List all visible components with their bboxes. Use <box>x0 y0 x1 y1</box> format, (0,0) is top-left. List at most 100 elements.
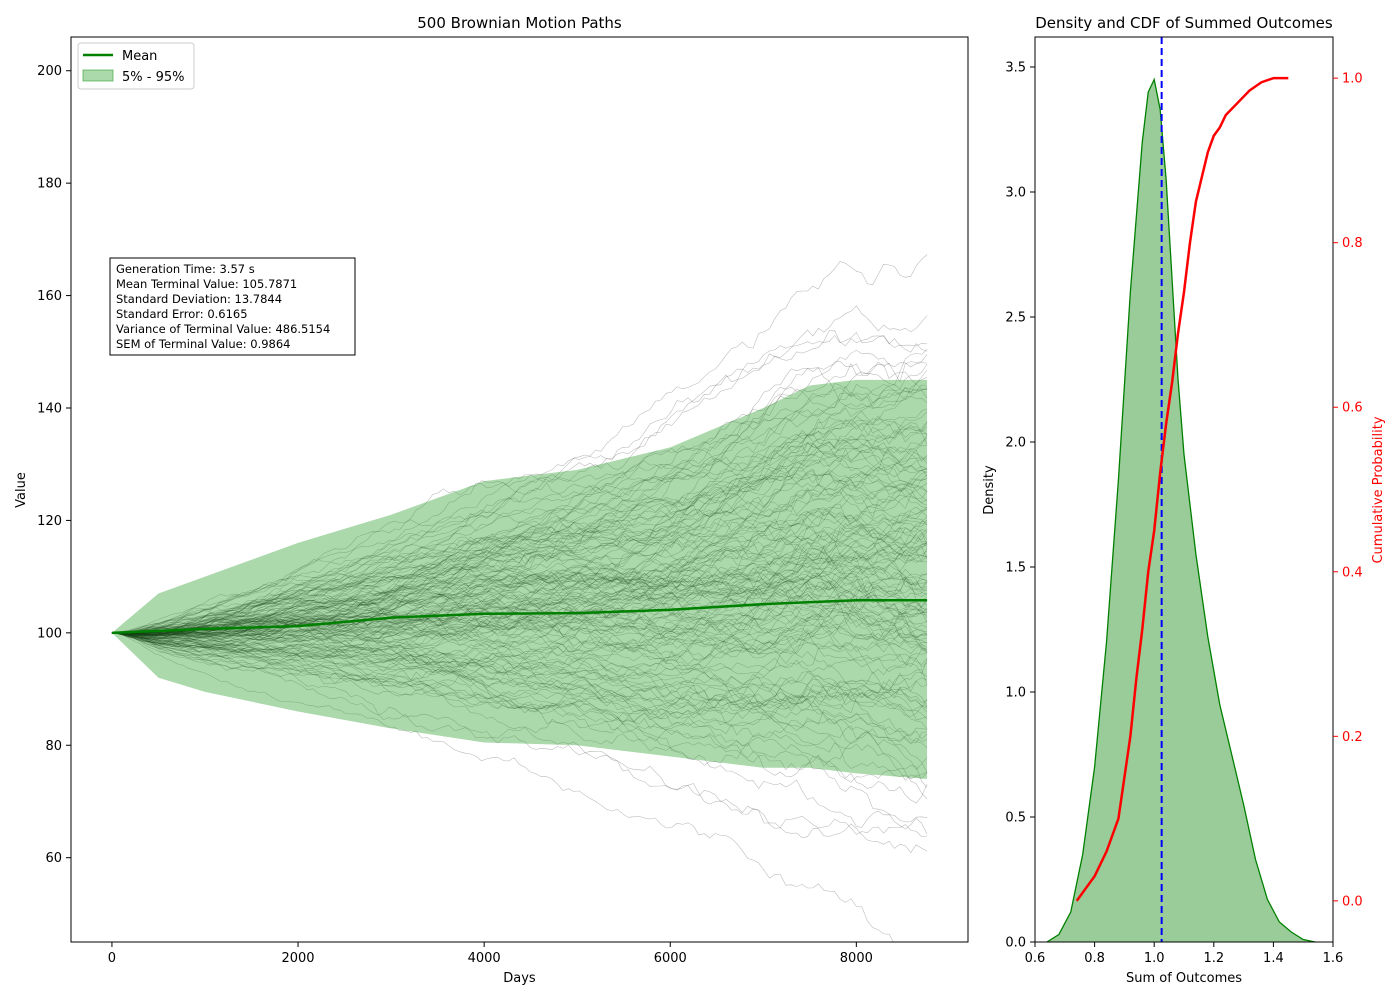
brownian-path <box>111 447 928 636</box>
brownian-path <box>111 590 928 673</box>
brownian-path <box>111 505 928 639</box>
brownian-path <box>111 462 928 634</box>
brownian-path <box>111 384 928 634</box>
brownian-path <box>111 354 928 634</box>
y-axis-label-left: Value <box>14 472 29 508</box>
brownian-path <box>111 490 928 639</box>
brownian-path <box>111 603 928 645</box>
brownian-path <box>111 591 928 659</box>
brownian-path <box>111 618 928 665</box>
y-tick-label-density: 1.0 <box>1005 686 1026 701</box>
y-tick-label-density: 3.5 <box>1005 61 1026 76</box>
brownian-path <box>111 514 928 644</box>
brownian-path <box>111 482 928 634</box>
y-tick-label-cumulative: 1.0 <box>1342 72 1363 87</box>
brownian-path <box>111 536 928 636</box>
brownian-path <box>111 448 928 634</box>
cdf-line <box>1075 76 1289 902</box>
stat-std-error: Standard Error: 0.6165 <box>116 307 248 321</box>
brownian-path <box>111 611 928 667</box>
mean-line-group <box>111 598 928 635</box>
brownian-path <box>111 410 928 635</box>
brownian-path <box>111 566 928 641</box>
brownian-path <box>111 486 928 635</box>
brownian-path <box>111 610 928 672</box>
x-tick-label-left: 0 <box>108 951 116 966</box>
x-axis-right: 0.6 0.8 1.0 1.2 1.4 1.6 <box>1025 942 1344 966</box>
brownian-path <box>111 468 928 634</box>
brownian-path <box>111 632 928 835</box>
brownian-path <box>111 632 928 837</box>
brownian-path <box>111 632 928 721</box>
brownian-path <box>111 632 928 730</box>
brownian-path <box>111 361 928 634</box>
brownian-path <box>111 548 928 640</box>
stat-std-dev: Standard Deviation: 13.7844 <box>116 292 282 306</box>
brownian-path <box>111 606 928 671</box>
brownian-path <box>111 434 928 634</box>
brownian-path <box>111 632 928 804</box>
plot-frame-left <box>70 36 969 943</box>
brownian-path <box>111 363 928 634</box>
y-tick-label-density: 3.0 <box>1005 186 1026 201</box>
brownian-path <box>111 632 928 741</box>
brownian-path <box>111 539 928 639</box>
y-tick-label-left: 80 <box>45 739 62 754</box>
brownian-path <box>111 632 928 770</box>
brownian-path <box>111 632 928 799</box>
brownian-path <box>111 430 928 635</box>
x-tick-label-right: 1.2 <box>1203 951 1224 966</box>
y-tick-label-density: 2.5 <box>1005 311 1026 326</box>
brownian-path <box>111 547 928 636</box>
brownian-path <box>111 632 928 720</box>
brownian-path <box>111 567 928 637</box>
plot-frame-right <box>1034 36 1334 943</box>
density-curve <box>1046 77 1316 942</box>
brownian-path <box>111 545 928 634</box>
density-area <box>1046 79 1316 942</box>
brownian-path <box>111 543 928 666</box>
brownian-path <box>111 471 928 634</box>
brownian-path <box>111 421 928 634</box>
brownian-path <box>111 632 928 853</box>
brownian-path <box>111 632 928 748</box>
brownian-path <box>111 612 928 649</box>
brownian-path <box>111 632 894 942</box>
y-tick-label-cumulative: 0.8 <box>1342 236 1363 251</box>
y-tick-label-left: 160 <box>37 289 62 304</box>
y-axis-left: 60 80 100 120 140 160 180 200 <box>37 64 71 866</box>
y-tick-label-density: 2.0 <box>1005 436 1026 451</box>
brownian-path <box>111 632 928 747</box>
legend-mean-label: Mean <box>122 49 157 64</box>
brownian-path <box>111 631 928 673</box>
brownian-path <box>111 416 928 634</box>
brownian-path <box>111 550 928 644</box>
brownian-path <box>111 576 928 634</box>
brownian-path <box>111 632 928 788</box>
chart-title-right: Density and CDF of Summed Outcomes <box>1035 14 1333 32</box>
brownian-paths <box>111 254 928 942</box>
brownian-path <box>111 330 928 634</box>
brownian-path <box>111 632 928 694</box>
brownian-path <box>111 632 928 745</box>
brownian-path <box>111 568 928 636</box>
y-tick-label-cumulative: 0.4 <box>1342 565 1363 580</box>
brownian-path <box>111 615 928 653</box>
percentile-band-group <box>111 379 928 779</box>
x-axis-left: 0 2000 4000 6000 8000 <box>108 942 873 966</box>
brownian-path <box>111 550 928 637</box>
x-tick-label-right: 0.6 <box>1025 951 1046 966</box>
stats-box <box>109 257 356 356</box>
brownian-path <box>111 523 928 634</box>
brownian-path <box>111 419 928 635</box>
brownian-path <box>111 437 928 637</box>
brownian-path <box>111 632 928 708</box>
brownian-path <box>111 629 928 712</box>
brownian-path <box>111 632 928 737</box>
brownian-path <box>111 478 928 634</box>
brownian-path <box>111 437 928 635</box>
chart-title-left: 500 Brownian Motion Paths <box>417 14 622 32</box>
x-tick-label-right: 1.6 <box>1323 951 1344 966</box>
brownian-path <box>111 580 928 640</box>
